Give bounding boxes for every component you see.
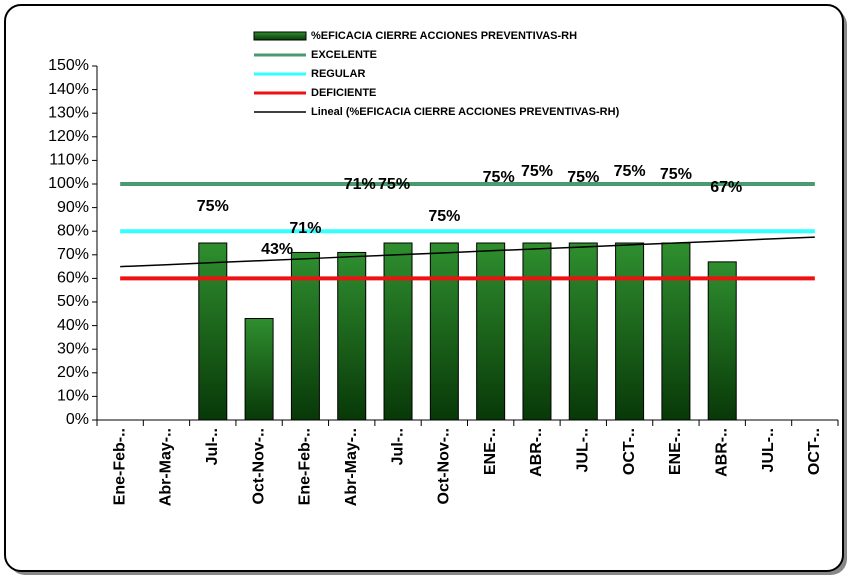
data-label: 75%: [197, 198, 229, 215]
legend-label: %EFICACIA CIERRE ACCIONES PREVENTIVAS-RH: [311, 30, 577, 42]
data-label: 71%: [344, 176, 376, 193]
data-label: 75%: [428, 208, 460, 225]
legend-label: Lineal (%EFICACIA CIERRE ACCIONES PREVEN…: [311, 106, 620, 118]
y-tick-label: 100%: [48, 175, 89, 192]
data-label: 43%: [261, 241, 293, 258]
bar: [615, 242, 645, 421]
x-tick-label: Oct-Nov-..: [250, 428, 267, 504]
x-tick-label: Ene-Feb-..: [111, 428, 128, 505]
bar: [383, 242, 413, 421]
y-tick-label: 130%: [48, 104, 89, 121]
bar: [568, 242, 598, 421]
y-tick-label: 60%: [57, 270, 89, 287]
y-tick-label: 80%: [57, 222, 89, 239]
legend-label: REGULAR: [311, 68, 365, 80]
x-tick-label: JUL-..: [760, 428, 777, 472]
legend-label: EXCELENTE: [311, 49, 377, 61]
legend-box: [252, 28, 720, 122]
bar: [661, 242, 691, 421]
bar: [429, 242, 459, 421]
data-label: 71%: [289, 220, 321, 237]
bar: [244, 318, 274, 421]
data-label: 75%: [378, 176, 410, 193]
y-tick-label: 0%: [66, 411, 89, 428]
line: [120, 236, 815, 268]
x-tick-label: OCT-..: [806, 428, 823, 475]
x-tick-label: ENE-..: [667, 428, 684, 475]
legend-label: DEFICIENTE: [311, 87, 376, 99]
x-tick-label: Abr-May-..: [158, 428, 175, 506]
data-label: 67%: [710, 179, 742, 196]
bar: [707, 261, 737, 421]
x-tick-label: ABR-..: [713, 428, 730, 477]
x-tick-label: JUL-..: [575, 428, 592, 472]
x-tick-label: Jul-..: [389, 428, 406, 465]
y-tick-label: 20%: [57, 364, 89, 381]
data-label: 75%: [614, 163, 646, 180]
legend-swatch: [253, 31, 307, 41]
data-label: 75%: [567, 169, 599, 186]
y-tick-label: 140%: [48, 81, 89, 98]
x-tick-label: OCT-..: [621, 428, 638, 475]
x-tick-label: Oct-Nov-..: [436, 428, 453, 504]
y-tick-label: 50%: [57, 293, 89, 310]
data-label: 75%: [660, 166, 692, 183]
x-tick-label: ENE-..: [482, 428, 499, 475]
x-tick-label: ABR-..: [528, 428, 545, 477]
x-tick-label: Abr-May-..: [343, 428, 360, 506]
x-tick-label: Jul-..: [204, 428, 221, 465]
bar: [198, 242, 228, 421]
y-tick-label: 120%: [48, 128, 89, 145]
data-label: 75%: [521, 163, 553, 180]
y-tick-label: 10%: [57, 388, 89, 405]
bar: [522, 242, 552, 421]
y-tick-label: 40%: [57, 317, 89, 334]
y-tick-label: 110%: [49, 152, 89, 169]
x-tick-label: Ene-Feb-..: [297, 428, 314, 505]
data-label: 75%: [483, 169, 515, 186]
y-tick-label: 150%: [48, 57, 89, 74]
y-tick-label: 70%: [57, 246, 89, 263]
y-tick-label: 30%: [57, 340, 89, 357]
bar: [476, 242, 506, 421]
frame: [4, 4, 844, 572]
y-tick-label: 90%: [57, 199, 89, 216]
